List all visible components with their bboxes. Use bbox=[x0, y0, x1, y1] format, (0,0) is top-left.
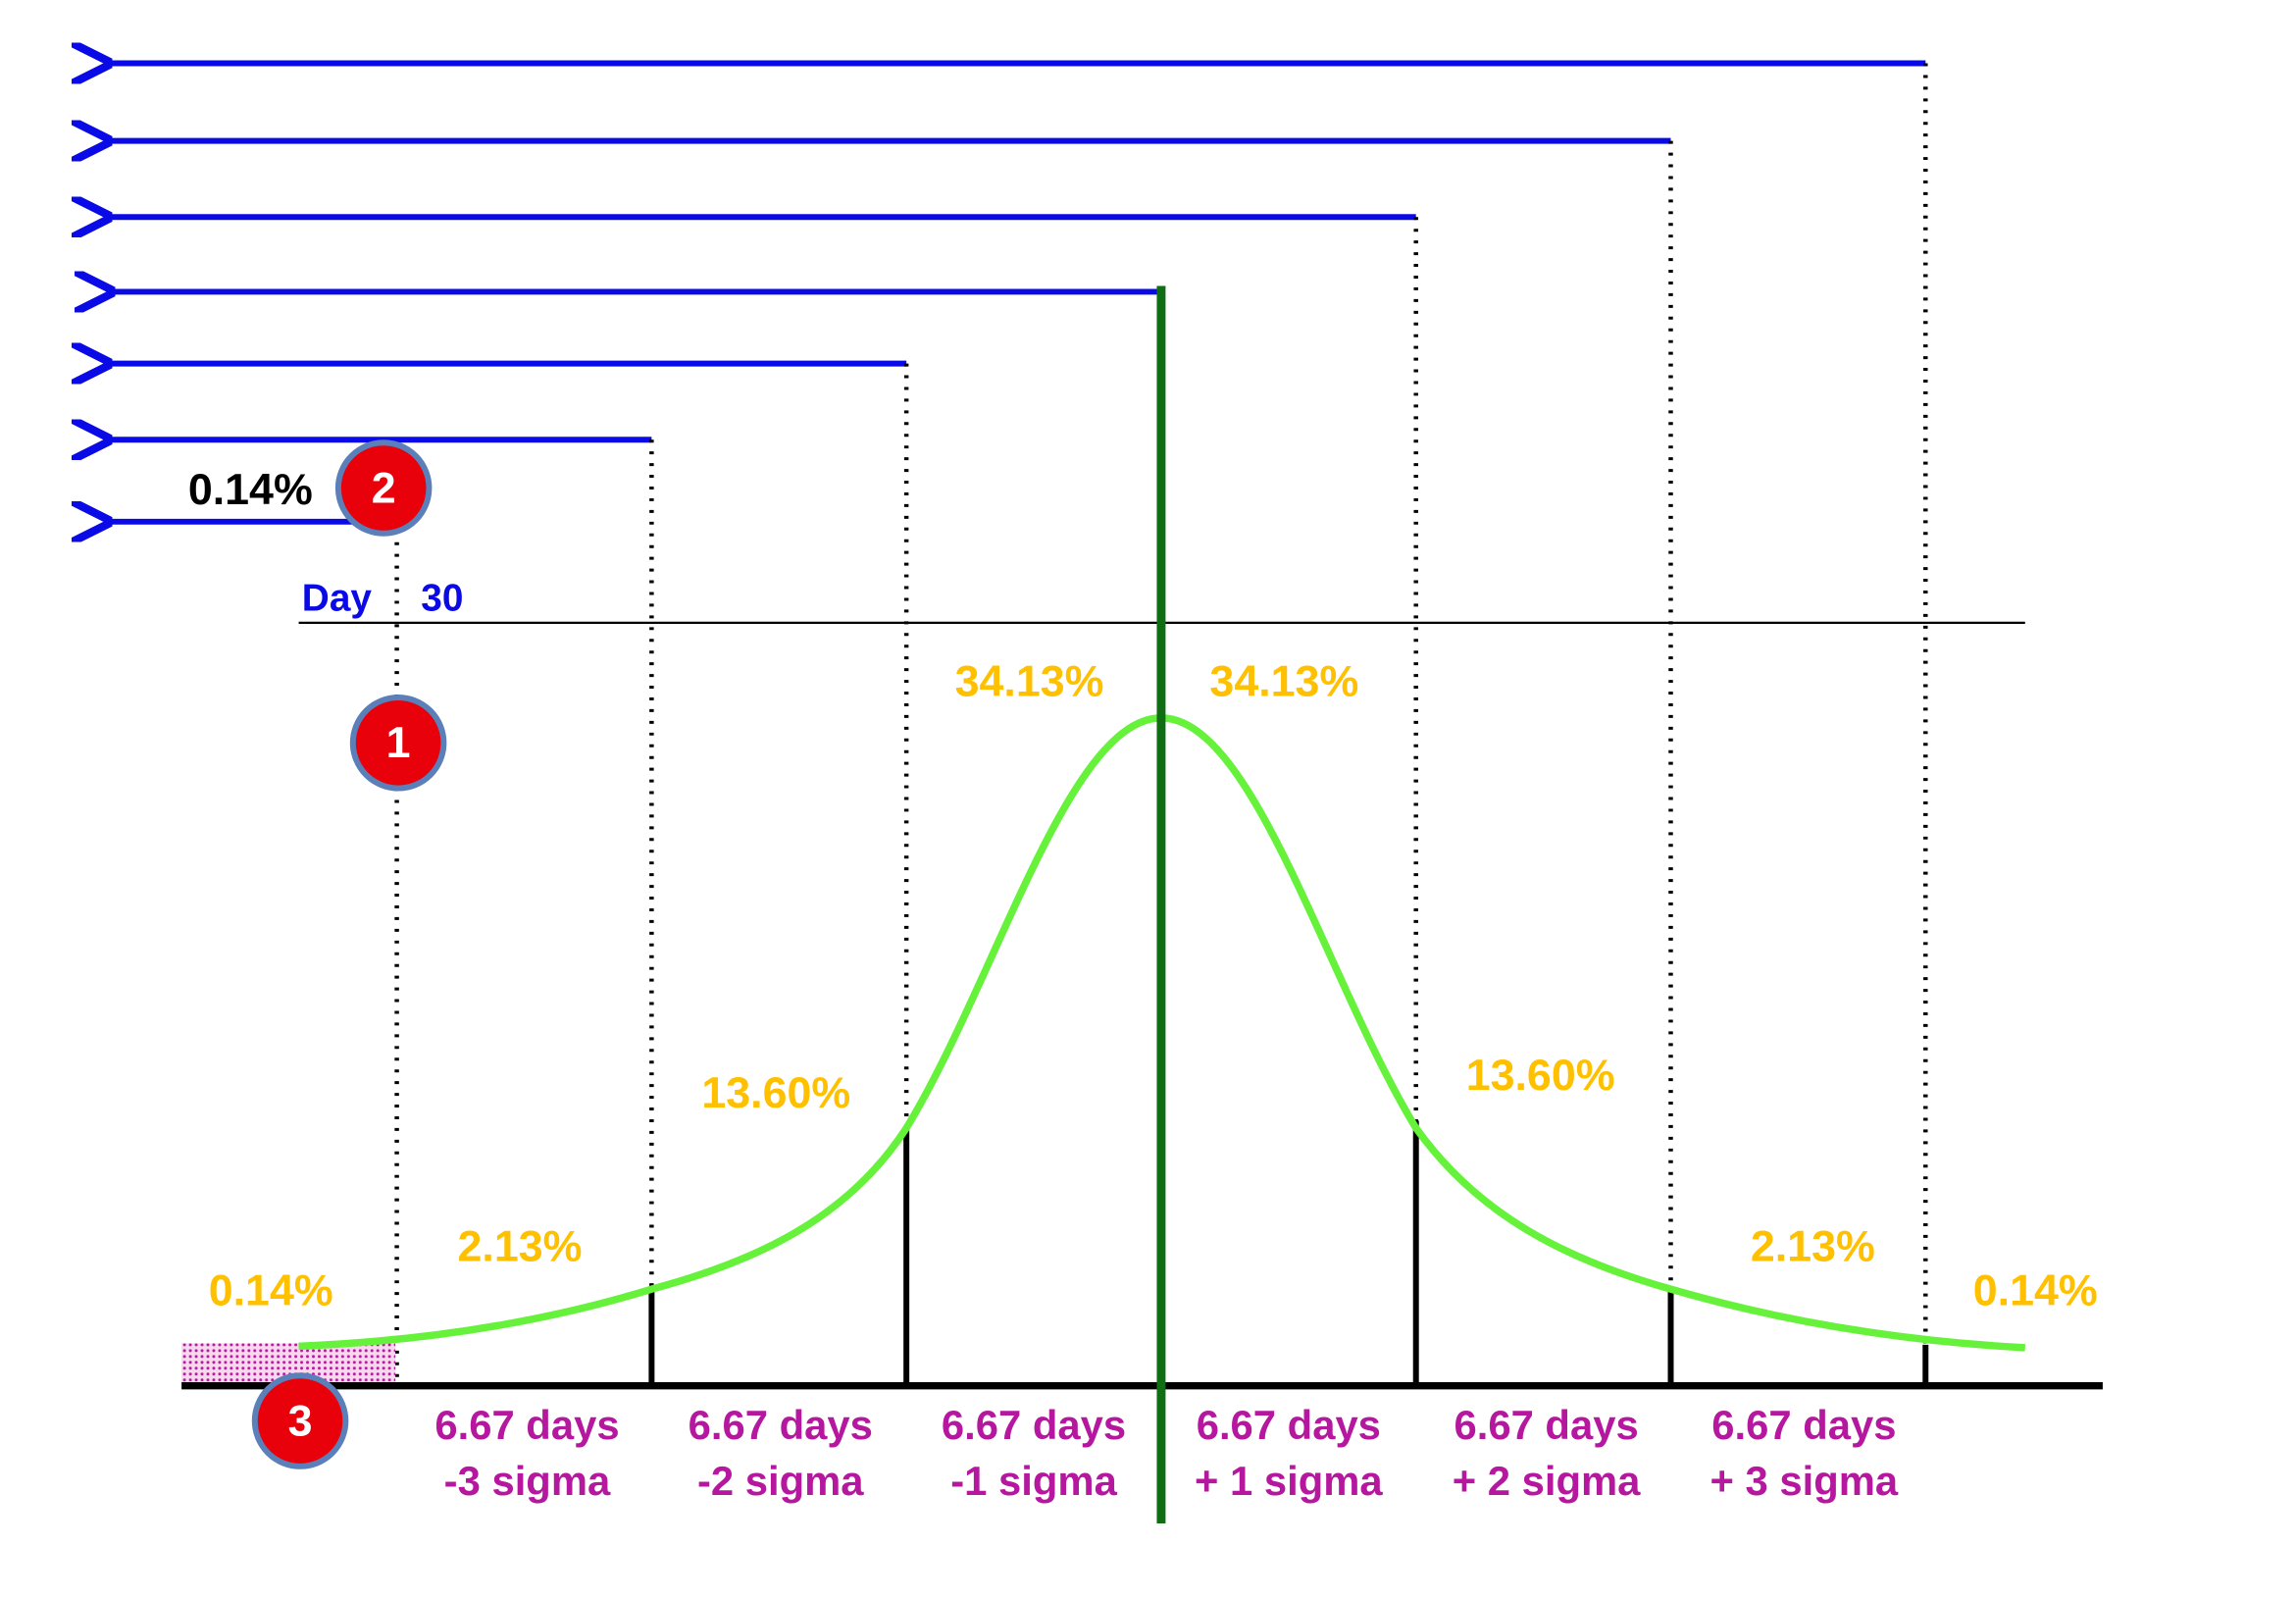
interval-sigma: -3 sigma bbox=[444, 1458, 611, 1504]
percent-label: 34.13% bbox=[1209, 656, 1358, 705]
interval-days: 6.67 days bbox=[1711, 1402, 1896, 1448]
interval-days: 6.67 days bbox=[1454, 1402, 1638, 1448]
interval-sigma: + 2 sigma bbox=[1453, 1458, 1641, 1504]
badge-circle bbox=[251, 1372, 349, 1469]
interval-sigma: -1 sigma bbox=[950, 1458, 1117, 1504]
badge: 3 bbox=[251, 1372, 349, 1469]
interval-sigma: + 3 sigma bbox=[1710, 1458, 1899, 1504]
percent-label: 0.14% bbox=[209, 1265, 333, 1314]
interval-days: 6.67 days bbox=[942, 1402, 1126, 1448]
badge: 2 bbox=[334, 439, 433, 537]
day-number: 30 bbox=[421, 578, 463, 620]
percent-label: 0.14% bbox=[1973, 1265, 2098, 1314]
percent-label: 2.13% bbox=[1751, 1222, 1875, 1271]
day-word: Day bbox=[302, 578, 373, 620]
badge-number: 2 bbox=[372, 463, 396, 512]
interval-sigma: + 1 sigma bbox=[1195, 1458, 1383, 1504]
badge: 1 bbox=[349, 694, 447, 792]
interval-days: 6.67 days bbox=[689, 1402, 873, 1448]
percent-label: 34.13% bbox=[955, 656, 1104, 705]
callout-value: 0.14% bbox=[188, 465, 313, 514]
percent-label: 13.60% bbox=[1466, 1051, 1615, 1100]
interval-labels: 6.67 days -3 sigma 6.67 days -2 sigma 6.… bbox=[434, 1402, 1899, 1504]
badge-number: 3 bbox=[288, 1396, 313, 1445]
interval-days: 6.67 days bbox=[1197, 1402, 1381, 1448]
guide-lines bbox=[298, 63, 2025, 1386]
arrows bbox=[108, 64, 1926, 522]
badge-circle bbox=[349, 694, 447, 792]
interval-sigma: -2 sigma bbox=[697, 1458, 864, 1504]
percent-label: 13.60% bbox=[701, 1068, 850, 1117]
badge-number: 1 bbox=[386, 718, 411, 767]
interval-days: 6.67 days bbox=[434, 1402, 619, 1448]
percent-labels: 0.14% 2.13% 13.60% 34.13% 34.13% 13.60% … bbox=[209, 656, 2098, 1314]
percent-label: 2.13% bbox=[458, 1222, 583, 1271]
badge-circle bbox=[334, 439, 433, 537]
